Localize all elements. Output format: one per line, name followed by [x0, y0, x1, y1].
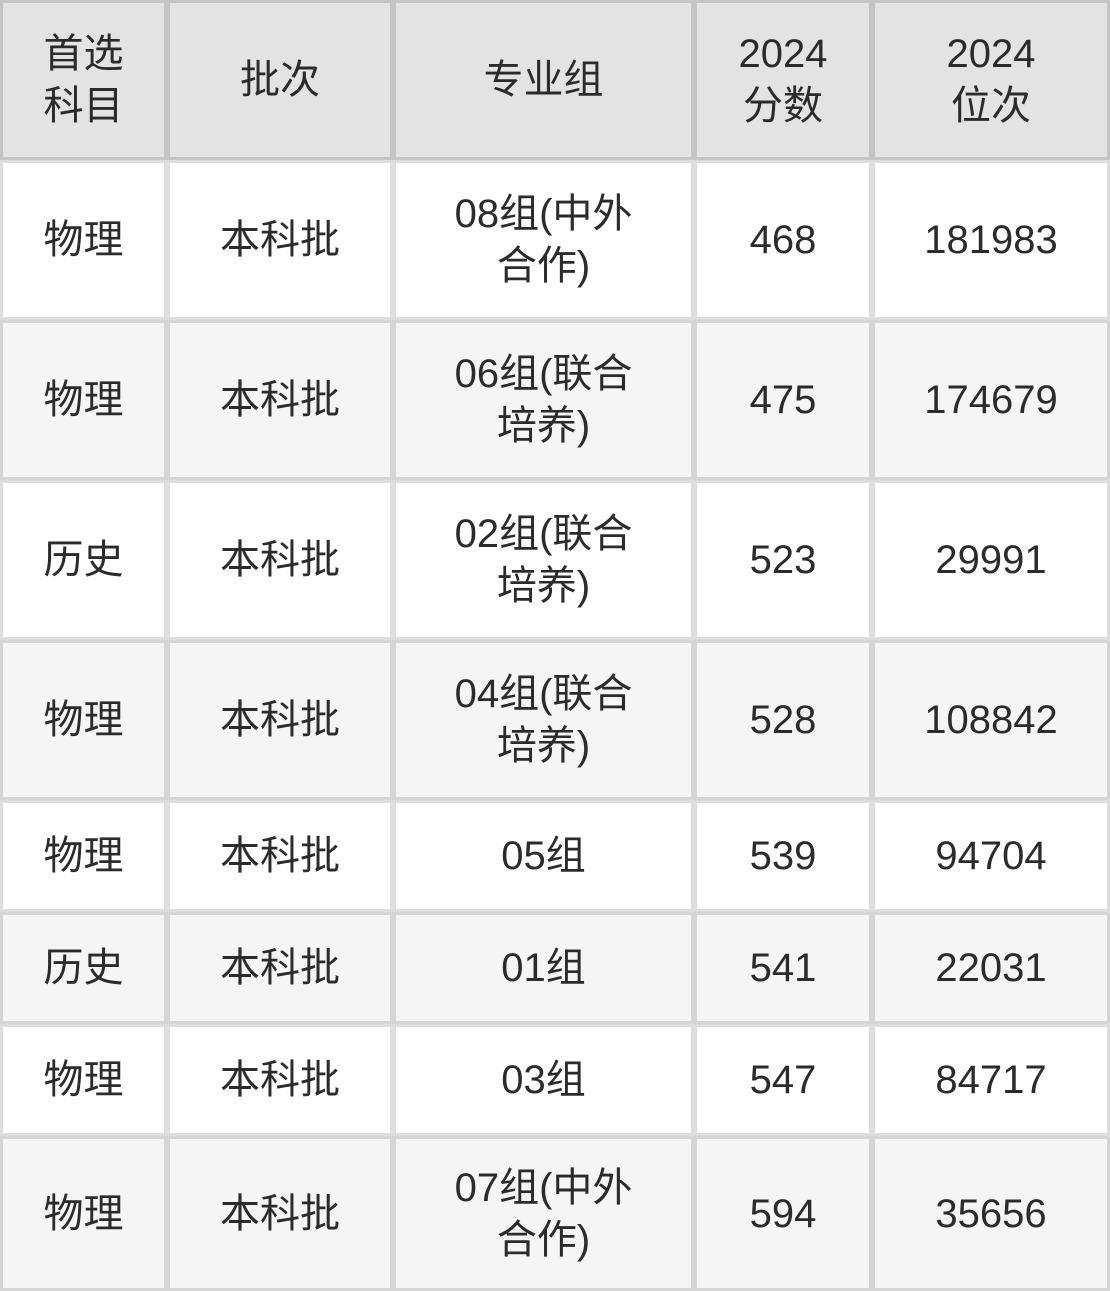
cell-batch: 本科批 — [167, 160, 393, 320]
cell-group: 07组(中外 合作) — [393, 1136, 694, 1291]
cell-subject: 物理 — [0, 1136, 167, 1291]
cell-rank: 29991 — [872, 480, 1110, 640]
cell-score: 523 — [694, 480, 872, 640]
cell-rank: 84717 — [872, 1024, 1110, 1136]
col-header-batch: 批次 — [167, 0, 393, 160]
table-header: 首选 科目 批次 专业组 2024 分数 2024 位次 — [0, 0, 1110, 160]
cell-group: 08组(中外 合作) — [393, 160, 694, 320]
cell-subject: 物理 — [0, 640, 167, 800]
table-row: 物理 本科批 04组(联合 培养) 528 108842 — [0, 640, 1110, 800]
col-header-subject: 首选 科目 — [0, 0, 167, 160]
cell-group: 04组(联合 培养) — [393, 640, 694, 800]
table-row: 物理 本科批 07组(中外 合作) 594 35656 — [0, 1136, 1110, 1291]
cell-group: 05组 — [393, 800, 694, 912]
cell-group: 06组(联合 培养) — [393, 320, 694, 480]
col-header-group: 专业组 — [393, 0, 694, 160]
cell-score: 547 — [694, 1024, 872, 1136]
table-body: 物理 本科批 08组(中外 合作) 468 181983 物理 本科批 06组(… — [0, 160, 1110, 1291]
col-header-rank: 2024 位次 — [872, 0, 1110, 160]
cell-batch: 本科批 — [167, 912, 393, 1024]
cell-rank: 35656 — [872, 1136, 1110, 1291]
cell-score: 475 — [694, 320, 872, 480]
cell-rank: 181983 — [872, 160, 1110, 320]
cell-score: 594 — [694, 1136, 872, 1291]
cell-subject: 物理 — [0, 800, 167, 912]
cell-score: 468 — [694, 160, 872, 320]
cell-rank: 174679 — [872, 320, 1110, 480]
cell-subject: 物理 — [0, 320, 167, 480]
cell-subject: 历史 — [0, 480, 167, 640]
cell-score: 541 — [694, 912, 872, 1024]
table-row: 物理 本科批 05组 539 94704 — [0, 800, 1110, 912]
cell-group: 01组 — [393, 912, 694, 1024]
cell-subject: 历史 — [0, 912, 167, 1024]
cell-batch: 本科批 — [167, 320, 393, 480]
cell-batch: 本科批 — [167, 1136, 393, 1291]
cell-batch: 本科批 — [167, 1024, 393, 1136]
table-row: 物理 本科批 08组(中外 合作) 468 181983 — [0, 160, 1110, 320]
header-row: 首选 科目 批次 专业组 2024 分数 2024 位次 — [0, 0, 1110, 160]
table-row: 历史 本科批 01组 541 22031 — [0, 912, 1110, 1024]
cell-group: 03组 — [393, 1024, 694, 1136]
cell-batch: 本科批 — [167, 800, 393, 912]
cell-score: 539 — [694, 800, 872, 912]
table-row: 物理 本科批 03组 547 84717 — [0, 1024, 1110, 1136]
cell-group: 02组(联合 培养) — [393, 480, 694, 640]
table-row: 历史 本科批 02组(联合 培养) 523 29991 — [0, 480, 1110, 640]
cell-rank: 108842 — [872, 640, 1110, 800]
cell-subject: 物理 — [0, 160, 167, 320]
cell-rank: 22031 — [872, 912, 1110, 1024]
cell-subject: 物理 — [0, 1024, 167, 1136]
col-header-score: 2024 分数 — [694, 0, 872, 160]
cell-score: 528 — [694, 640, 872, 800]
cell-batch: 本科批 — [167, 480, 393, 640]
cell-rank: 94704 — [872, 800, 1110, 912]
cell-batch: 本科批 — [167, 640, 393, 800]
table-row: 物理 本科批 06组(联合 培养) 475 174679 — [0, 320, 1110, 480]
